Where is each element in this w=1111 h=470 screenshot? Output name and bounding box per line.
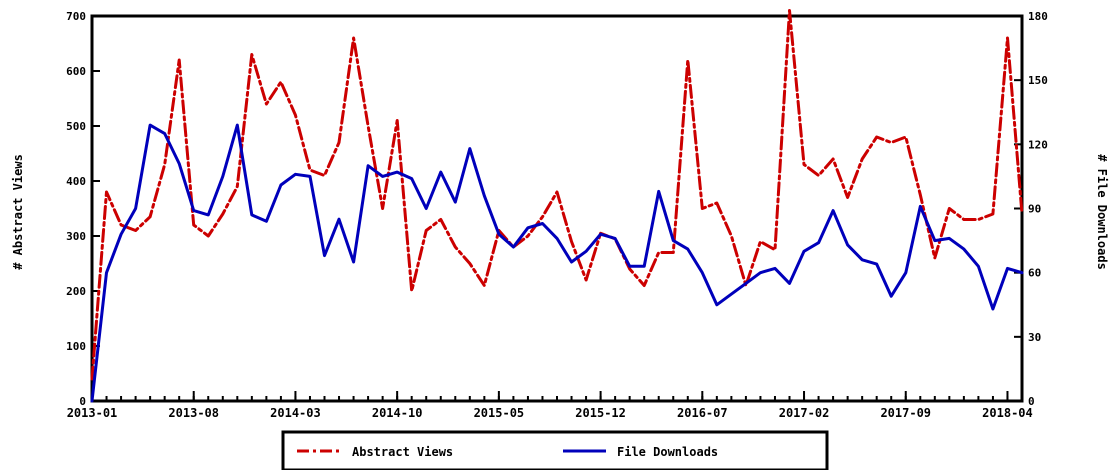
- tick-labels: 2013-01 2013-08 2014-03 2014-10 2015-05 2015-…: [66, 10, 1048, 420]
- y-right-tick-label: 180: [1028, 10, 1048, 23]
- x-tick-label: 2017-09: [880, 406, 931, 420]
- plot-frame: [90, 14, 1024, 403]
- y-axis-label-left: # Abstract Views: [11, 154, 25, 270]
- y-left-tick-label: 600: [66, 65, 86, 78]
- y-right-tick-label: 0: [1028, 395, 1035, 408]
- x-tick-label: 2014-10: [372, 406, 423, 420]
- legend-box: [281, 430, 829, 470]
- x-tick-label: 2017-02: [779, 406, 830, 420]
- axes: [90, 14, 1024, 403]
- legend-label-abstract-views: Abstract Views: [352, 445, 453, 459]
- y-right-tick-label: 90: [1028, 203, 1041, 216]
- x-tick-label: 2018-04: [982, 406, 1033, 420]
- legend-label-file-downloads: File Downloads: [617, 445, 718, 459]
- series-line-abstract-views: [90, 9, 1024, 381]
- y-left-tick-label: 700: [66, 10, 86, 23]
- y-right-tick-label: 150: [1028, 74, 1048, 87]
- y-left-tick-label: 500: [66, 120, 86, 133]
- x-tick-label: 2014-03: [270, 406, 321, 420]
- legend: Abstract Views File Downloads: [281, 430, 829, 470]
- series-lines: [90, 9, 1024, 403]
- y-right-tick-label: 120: [1028, 138, 1048, 151]
- x-tick-label: 2015-05: [474, 406, 525, 420]
- y-left-tick-label: 400: [66, 175, 86, 188]
- x-tick-label: 2016-07: [677, 406, 728, 420]
- y-left-tick-label: 100: [66, 340, 86, 353]
- y-right-tick-label: 60: [1028, 267, 1041, 280]
- x-tick-label: 2013-08: [168, 406, 219, 420]
- y-right-tick-label: 30: [1028, 331, 1041, 344]
- y-left-tick-label: 300: [66, 230, 86, 243]
- series-line-file-downloads: [90, 123, 1024, 403]
- y-left-tick-label: 0: [79, 395, 86, 408]
- y-left-tick-label: 200: [66, 285, 86, 298]
- y-axis-label-right: # File Downloads: [1095, 154, 1109, 270]
- x-tick-label: 2013-01: [67, 406, 118, 420]
- x-tick-label: 2015-12: [575, 406, 626, 420]
